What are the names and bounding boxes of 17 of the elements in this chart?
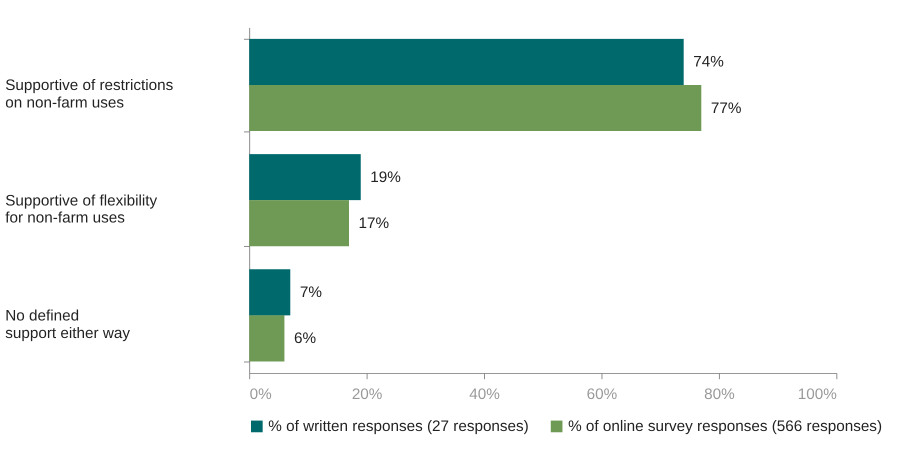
y-tick-label: Supportive of restrictions on non-farm uses (5, 77, 174, 112)
data-label: 6% (294, 330, 316, 348)
x-tick-label: 0% (250, 386, 272, 404)
legend-label: % of online survey responses (566 responses) (568, 418, 882, 436)
data-label: 19% (370, 168, 402, 186)
legend-label: % of written responses (27 responses) (268, 418, 529, 436)
data-label: 74% (693, 54, 724, 71)
x-tick-label: 40% (469, 386, 500, 404)
x-tick-label: 100% (798, 386, 838, 404)
y-tick-label: No defined support either way (5, 308, 130, 342)
y-tick-label: Supportive of flexibility for non-farm uses (5, 192, 158, 227)
x-tick-label: 60% (586, 386, 618, 404)
data-label: 17% (358, 214, 390, 232)
data-label: 77% (710, 100, 742, 117)
x-tick-label: 80% (704, 386, 736, 404)
data-label: 7% (300, 284, 322, 302)
x-tick-label: 20% (352, 386, 383, 404)
